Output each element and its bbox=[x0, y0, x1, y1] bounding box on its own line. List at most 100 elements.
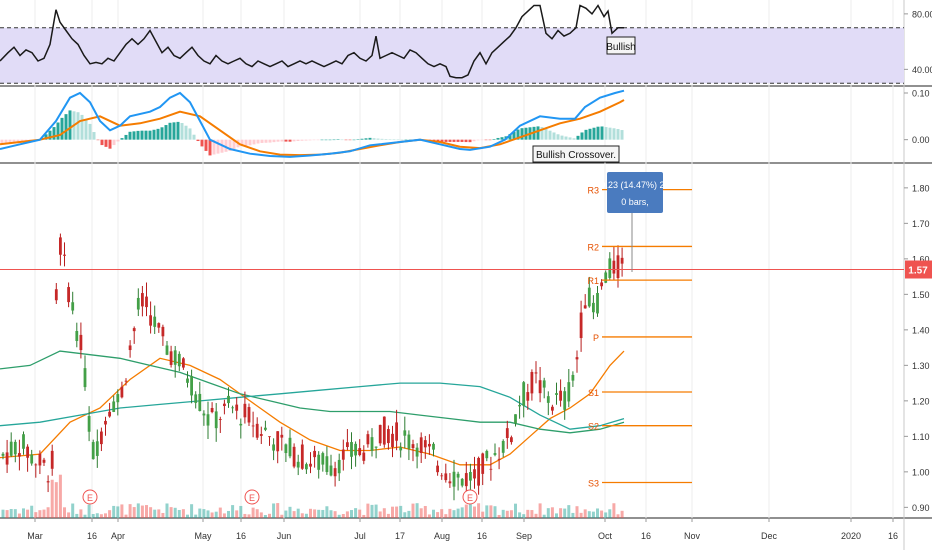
candle-body bbox=[391, 433, 394, 448]
volume-bar bbox=[99, 514, 103, 518]
candle-body bbox=[354, 443, 357, 456]
volume-bar bbox=[473, 506, 476, 518]
macd-histogram-bar bbox=[248, 139, 252, 146]
candle-body bbox=[239, 423, 243, 426]
volume-bar bbox=[276, 503, 280, 518]
candle-body bbox=[13, 441, 17, 455]
candle-body bbox=[194, 394, 198, 403]
volume-bar bbox=[378, 511, 382, 518]
volume-bar bbox=[616, 514, 620, 518]
candle-body bbox=[9, 441, 13, 456]
volume-bar bbox=[604, 512, 608, 518]
volume-bar bbox=[87, 504, 91, 518]
macd-histogram-bar bbox=[564, 136, 568, 140]
volume-bar bbox=[550, 507, 554, 518]
volume-bar bbox=[54, 482, 58, 518]
macd-histogram-bar bbox=[292, 139, 296, 142]
volume-bar bbox=[362, 514, 366, 518]
candle-body bbox=[473, 469, 476, 479]
time-axis[interactable]: Mar 16 Apr May 16 Jun Jul 17 Aug 16 Sep Oct 16 Nov Dec… bbox=[27, 518, 898, 541]
volume-bar bbox=[407, 510, 411, 518]
time-tick-label: Apr bbox=[111, 531, 125, 541]
axis-tick-label: 1.70 bbox=[912, 219, 930, 229]
volume-bar bbox=[522, 514, 526, 518]
earnings-marker-label: E bbox=[467, 493, 473, 503]
candle-body bbox=[555, 393, 558, 395]
volume-bar bbox=[186, 514, 189, 518]
time-tick-label: Aug bbox=[434, 531, 450, 541]
volume-bar bbox=[382, 508, 386, 518]
candle-body bbox=[485, 450, 489, 459]
pivot-label: S1 bbox=[588, 388, 599, 398]
candle-body bbox=[464, 473, 468, 487]
candle-body bbox=[358, 448, 362, 456]
macd-histogram-bar bbox=[536, 126, 540, 140]
candle-body bbox=[317, 454, 321, 470]
volume-bar bbox=[206, 510, 210, 518]
macd-histogram-bar bbox=[52, 127, 56, 140]
candle-body bbox=[145, 296, 148, 308]
volume-bar bbox=[464, 504, 468, 518]
macd-histogram-bar bbox=[308, 139, 312, 141]
rsi-annotation: Bullish bbox=[606, 42, 635, 53]
volume-bar bbox=[140, 505, 144, 518]
macd-histogram-bar bbox=[376, 138, 380, 140]
time-tick-label: Nov bbox=[684, 531, 701, 541]
macd-histogram-bar bbox=[208, 139, 212, 156]
volume-bar bbox=[263, 514, 267, 518]
candle-body bbox=[526, 392, 530, 401]
candle-body bbox=[415, 447, 419, 457]
candle-body bbox=[444, 473, 448, 481]
time-tick-label: 17 bbox=[395, 531, 405, 541]
candle-body bbox=[288, 437, 292, 457]
candle-body bbox=[456, 473, 460, 478]
candle-body bbox=[182, 358, 185, 368]
volume-bar bbox=[239, 505, 243, 518]
volume-bar bbox=[46, 507, 50, 518]
candle-body bbox=[198, 393, 202, 412]
macd-histogram-bar bbox=[296, 139, 300, 141]
rsi-panel[interactable]: Bullish bbox=[0, 4, 904, 84]
rsi-annotation-box bbox=[606, 36, 636, 55]
volume-bar bbox=[415, 503, 419, 518]
volume-bar bbox=[354, 508, 358, 518]
candle-body bbox=[592, 302, 595, 313]
volume-bar bbox=[546, 508, 550, 518]
volume-bar bbox=[120, 504, 124, 518]
price-panel[interactable]: R3 R2 R1 P S1 S2 S3 E E E 0.23 (14.47%) 23 0 bar… bbox=[0, 172, 904, 518]
macd-histogram-bar bbox=[340, 139, 344, 141]
macd-histogram-bar bbox=[616, 129, 620, 140]
macd-histogram-bar bbox=[328, 139, 332, 141]
candle-body bbox=[350, 442, 353, 457]
price-axis[interactable]: 80.00 40.00 0.10 0.00 1.80 1.70 1.60 1.50 1.40 1.… bbox=[904, 9, 932, 513]
candle-body bbox=[34, 464, 38, 466]
macd-histogram-bar bbox=[44, 134, 48, 140]
volume-bar bbox=[583, 509, 587, 518]
candle-body bbox=[325, 456, 329, 473]
volume-bar bbox=[485, 505, 489, 518]
candle-body bbox=[259, 434, 263, 436]
volume-bar bbox=[194, 514, 198, 518]
candle-body bbox=[341, 449, 345, 460]
volume-bar bbox=[456, 508, 460, 518]
candle-body bbox=[67, 287, 70, 303]
volume-bar bbox=[460, 507, 464, 518]
volume-bar bbox=[83, 514, 87, 518]
macd-panel[interactable]: Bullish Crossover. bbox=[0, 89, 625, 163]
candle-body bbox=[165, 345, 169, 355]
volume-bar bbox=[169, 507, 173, 518]
candle-body bbox=[108, 411, 111, 417]
macd-histogram-bar bbox=[20, 139, 24, 142]
volume-bar bbox=[514, 503, 517, 518]
candle-body bbox=[477, 457, 480, 486]
candle-body bbox=[95, 441, 99, 456]
candle-body bbox=[514, 414, 517, 424]
candle-body bbox=[567, 382, 571, 402]
macd-histogram-bar bbox=[516, 129, 520, 140]
volume-bar bbox=[333, 511, 337, 518]
time-tick-label: 16 bbox=[477, 531, 487, 541]
axis-tick-label: 1.50 bbox=[912, 290, 930, 300]
